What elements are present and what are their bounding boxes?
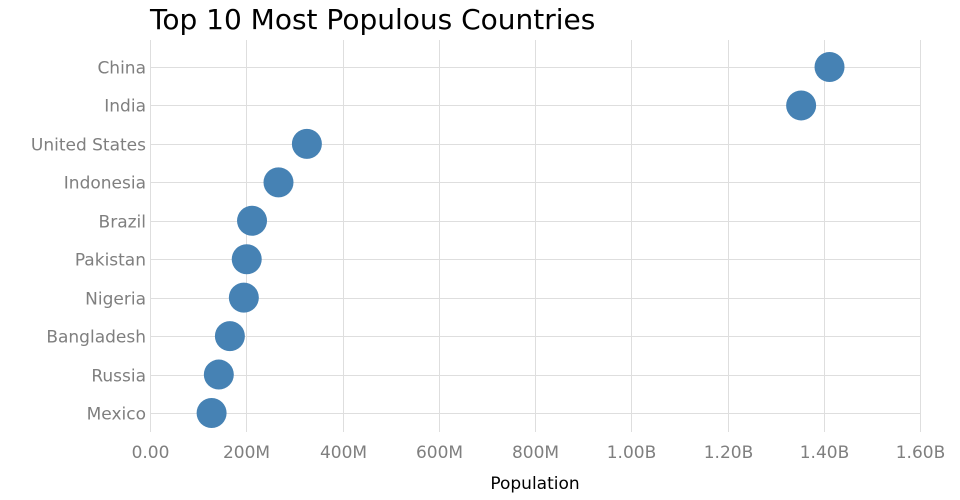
y-tick-label: Bangladesh bbox=[46, 328, 146, 348]
x-tick-label: 1.20B bbox=[704, 443, 754, 463]
y-axis-labels: China India United States Indonesia Brazil Pa… bbox=[31, 59, 146, 425]
data-point[interactable] bbox=[231, 244, 262, 275]
chart-title: Top 10 Most Populous Countries bbox=[149, 3, 595, 36]
gridlines bbox=[150, 40, 921, 432]
data-point[interactable] bbox=[291, 128, 322, 159]
y-tick-label: China bbox=[97, 59, 146, 79]
y-tick-label: Russia bbox=[91, 367, 146, 387]
x-tick-label: 200M bbox=[223, 443, 270, 463]
y-tick-label: Nigeria bbox=[85, 290, 146, 310]
y-tick-label: India bbox=[104, 97, 146, 117]
data-point[interactable] bbox=[214, 321, 245, 352]
data-point[interactable] bbox=[786, 90, 817, 121]
y-tick-label: Pakistan bbox=[75, 251, 146, 271]
x-tick-label: 1.60B bbox=[896, 443, 946, 463]
x-tick-label: 800M bbox=[512, 443, 559, 463]
x-tick-label: 400M bbox=[320, 443, 367, 463]
data-point[interactable] bbox=[203, 359, 234, 390]
y-tick-label: Brazil bbox=[99, 213, 146, 233]
x-tick-label: 600M bbox=[416, 443, 463, 463]
y-tick-label: United States bbox=[31, 136, 146, 156]
x-tick-label: 1.40B bbox=[800, 443, 850, 463]
y-tick-label: Indonesia bbox=[64, 174, 146, 194]
data-point[interactable] bbox=[228, 282, 259, 313]
data-points bbox=[196, 52, 845, 428]
x-tick-label: 0.00 bbox=[132, 443, 170, 463]
data-point[interactable] bbox=[814, 52, 845, 82]
x-axis-labels: 0.00 200M 400M 600M 800M 1.00B 1.20B 1.40B 1.60B bbox=[132, 443, 946, 463]
y-tick-label: Mexico bbox=[87, 405, 146, 425]
data-point[interactable] bbox=[237, 205, 268, 236]
x-tick-label: 1.00B bbox=[607, 443, 657, 463]
data-point[interactable] bbox=[196, 398, 227, 428]
data-point[interactable] bbox=[263, 167, 294, 198]
x-axis-title: Population bbox=[490, 474, 579, 494]
